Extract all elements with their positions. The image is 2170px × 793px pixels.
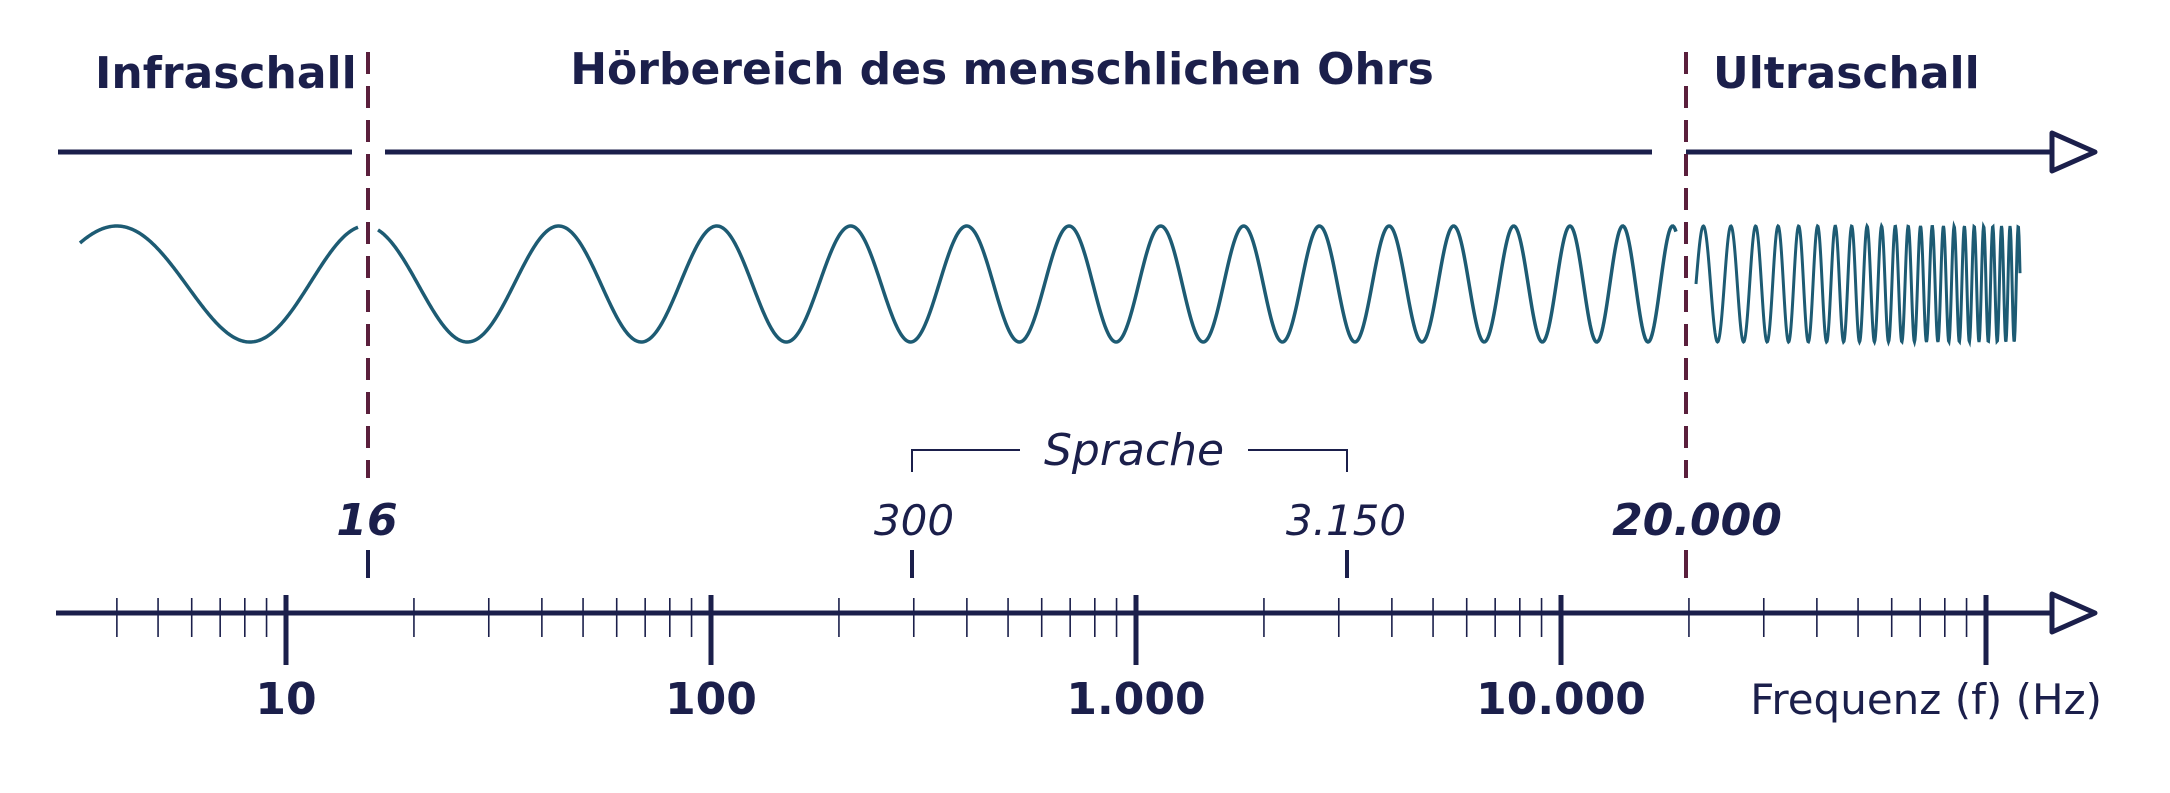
infrasound-title: Infraschall <box>95 48 357 99</box>
decade-label: 100 <box>665 674 757 725</box>
axis-arrow-head <box>2049 591 2098 635</box>
ultrasound-wave <box>1694 220 2022 348</box>
infrasound-wave <box>78 224 359 344</box>
upper-boundary-label: 20.000 <box>1612 495 1782 546</box>
sound-wave <box>78 220 2022 348</box>
region-arrow <box>58 130 2098 174</box>
audible-range-title: Hörbereich des menschlichen Ohrs <box>570 44 1434 95</box>
axis-ticks <box>116 595 1989 665</box>
decade-label: 10.000 <box>1476 674 1646 725</box>
decade-label: 1.000 <box>1066 674 1205 725</box>
ultrasound-title: Ultraschall <box>1713 48 1980 99</box>
audible-wave <box>377 224 1678 344</box>
lower-boundary-label: 16 <box>336 495 397 546</box>
axis-unit-label: Frequenz (f) (Hz) <box>1750 675 2102 724</box>
speech-bracket-right <box>1248 449 1348 472</box>
axis-decade-labels: 10 100 1.000 10.000 <box>255 674 1646 725</box>
speech-low-label: 300 <box>874 496 954 545</box>
frequency-axis: 10 100 1.000 10.000 Frequenz (f) (Hz) <box>56 591 2102 725</box>
speech-label: Sprache <box>1044 425 1224 476</box>
speech-bracket: Sprache <box>911 425 1348 476</box>
decade-label: 10 <box>255 674 316 725</box>
speech-bracket-left <box>911 449 1020 472</box>
speech-high-label: 3.150 <box>1286 496 1406 545</box>
region-arrow-head <box>2049 130 2098 174</box>
